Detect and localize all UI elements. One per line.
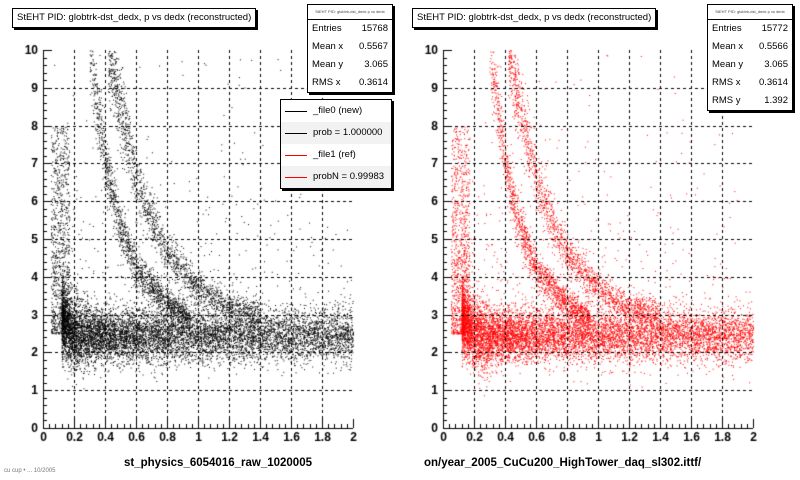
stats-value: 0.3614 [358,77,388,88]
right-plot-title-text: StEHT PID: globtrk-dst_dedx, p vs dedx (… [417,12,652,23]
stats-value: 1.392 [764,95,788,106]
left-stats-header: StEHT PID: globtrk-dst_dedx p vs dedx [308,5,392,20]
stats-label: RMS x [712,77,741,88]
stats-value: 0.5567 [358,41,388,52]
legend-entry-file0: _file0 (new) [281,100,391,122]
left-stats-row-mean-x: Mean x 0.5567 [308,38,392,56]
left-stats-row-rms-x: RMS x 0.3614 [308,74,392,92]
stats-label: RMS x [312,77,341,88]
right-stats-box: StEHT PID: globtrk-dst_dedx p vs dedx En… [707,4,793,111]
legend-line-red [285,155,307,156]
stats-label: Mean x [312,41,344,52]
legend-label: prob = 1.000000 [313,127,383,138]
stats-label: Mean y [312,59,344,70]
right-plot-title: StEHT PID: globtrk-dst_dedx, p vs dedx (… [412,8,657,28]
left-legend: _file0 (new) prob = 1.000000 _file1 (ref… [280,99,392,189]
stats-value: 3.065 [364,59,388,70]
legend-label: _file1 (ref) [313,149,356,160]
stats-value: 0.3614 [758,77,788,88]
left-stats-row-mean-y: Mean y 3.065 [308,56,392,74]
left-plot-title-text: StEHT PID: globtrk-dst_dedx, p vs dedx (… [17,12,252,23]
stats-value: 15768 [361,23,388,34]
left-stats-box: StEHT PID: globtrk-dst_dedx p vs dedx En… [307,4,393,93]
right-stats-header: StEHT PID: globtrk-dst_dedx p vs dedx [708,5,792,20]
left-plot-title: StEHT PID: globtrk-dst_dedx, p vs dedx (… [12,8,257,28]
stats-label: Entries [312,23,342,34]
stats-label: Entries [712,23,742,34]
legend-line-black [285,111,307,112]
stats-value: 15772 [761,23,788,34]
legend-entry-file1: _file1 (ref) [281,144,391,166]
stats-label: Mean y [712,59,744,70]
legend-label: _file0 (new) [313,105,363,116]
legend-label: probN = 0.99983 [313,171,385,182]
right-stats-row-mean-x: Mean x 0.5566 [708,38,792,56]
stats-value: 3.065 [764,59,788,70]
left-stats-row-entries: Entries 15768 [308,20,392,38]
left-x-axis-title: st_physics_6054016_raw_1020005 [124,457,312,469]
stats-label: Mean x [712,41,744,52]
right-stats-row-entries: Entries 15772 [708,20,792,38]
footer-text: cu cup • ... 10/2005 [4,468,56,474]
legend-line-black [285,133,307,134]
right-stats-row-rms-y: RMS y 1.392 [708,92,792,110]
right-stats-row-mean-y: Mean y 3.065 [708,56,792,74]
legend-entry-probn: probN = 0.99983 [281,166,391,188]
right-stats-row-rms-x: RMS x 0.3614 [708,74,792,92]
stats-label: RMS y [712,95,741,106]
legend-line-red [285,177,307,178]
legend-entry-prob: prob = 1.000000 [281,122,391,144]
right-x-axis-title: on/year_2005_CuCu200_HighTower_daq_sl302… [424,457,702,469]
stats-value: 0.5566 [758,41,788,52]
